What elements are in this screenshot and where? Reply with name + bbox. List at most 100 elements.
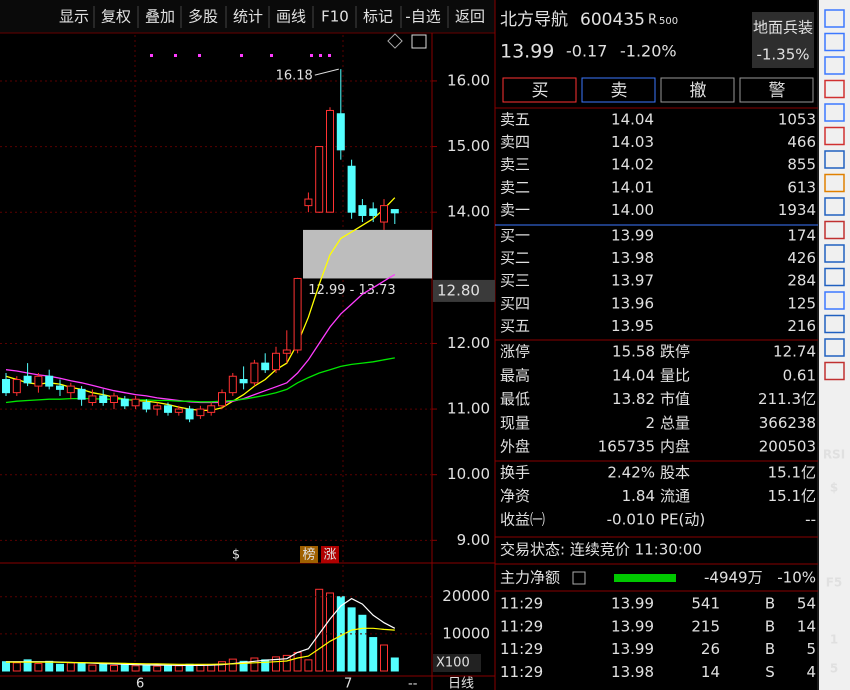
volume-bar <box>272 656 280 672</box>
sidebar-icon[interactable] <box>824 244 845 263</box>
sidebar-icon[interactable] <box>824 314 845 334</box>
volume-bar <box>12 662 21 672</box>
stat-label: 外盘 <box>500 438 530 456</box>
candle-body <box>207 405 216 413</box>
book-price: 13.97 <box>611 272 654 290</box>
stat-label: 最高 <box>500 366 530 384</box>
toolbar-item[interactable]: 标记 <box>363 8 393 26</box>
toolbar-item[interactable]: F10 <box>321 8 349 26</box>
stat-value: 1.84 <box>622 487 655 505</box>
gap-box <box>303 229 432 279</box>
stat-value: 366238 <box>759 414 816 432</box>
stat-label: 市值 <box>660 390 690 408</box>
trade-price: 13.98 <box>611 663 654 681</box>
toolbar-item[interactable]: 显示 <box>59 8 89 26</box>
book-volume: 466 <box>787 133 816 151</box>
trade-button-label[interactable]: 警 <box>769 81 786 101</box>
stat-value: 211.3亿 <box>758 390 816 408</box>
flow-label: 主力净额 <box>500 569 560 587</box>
candle-body <box>164 405 172 413</box>
stat-label: 涨停 <box>500 343 530 361</box>
candle-body <box>261 362 270 371</box>
book-volume: 216 <box>787 317 816 335</box>
book-label: 买二 <box>500 249 530 267</box>
stat-label: 总量 <box>660 414 690 432</box>
sidebar-icon[interactable] <box>824 291 845 310</box>
flow-icon[interactable] <box>572 571 586 585</box>
candle-body <box>2 379 10 394</box>
stat-value: 200503 <box>759 438 816 456</box>
toolbar-item[interactable]: -自选 <box>405 8 440 26</box>
volume-bar <box>390 657 399 672</box>
sidebar-icon[interactable] <box>824 126 845 146</box>
toolbar-item[interactable]: 多股 <box>188 8 218 26</box>
alert-button[interactable] <box>739 77 814 103</box>
marker-dot <box>240 54 243 57</box>
trade-status: 交易状态: 连续竞价 11:30:00 <box>500 541 702 559</box>
period[interactable]: 日线 <box>448 677 474 690</box>
stat-value: 2 <box>645 414 655 432</box>
toolbar-item[interactable]: 叠加 <box>145 8 175 26</box>
sidebar-icon[interactable] <box>824 197 845 216</box>
sidebar-label[interactable]: RSI <box>823 448 845 462</box>
cancel-button[interactable] <box>660 77 735 103</box>
buy-button[interactable] <box>502 77 577 103</box>
trade-button-label[interactable]: 卖 <box>611 81 628 101</box>
candle-body <box>196 408 205 417</box>
toolbar-item[interactable]: 复权 <box>101 8 131 26</box>
volume-bar <box>66 662 75 672</box>
trade-price: 13.99 <box>611 640 654 658</box>
icon-window[interactable] <box>411 34 427 49</box>
candle-body <box>23 375 32 384</box>
sidebar-label[interactable]: 1 <box>830 633 838 647</box>
stat-value: 15.58 <box>612 343 655 361</box>
toolbar-item[interactable]: 画线 <box>276 8 306 26</box>
sidebar-label[interactable]: 5 <box>830 662 838 676</box>
trade-time: 11:29 <box>500 617 543 635</box>
toolbar-item[interactable]: 统计 <box>233 8 263 26</box>
sidebar-label[interactable]: $ <box>830 481 838 495</box>
book-price: 14.00 <box>611 201 654 219</box>
book-volume: 1053 <box>778 111 816 129</box>
sidebar-icon[interactable] <box>824 267 845 287</box>
corner: -- <box>408 677 418 690</box>
trade-side: B <box>765 595 775 613</box>
trade-price: 13.99 <box>611 617 654 635</box>
sell-button[interactable] <box>581 77 656 103</box>
trade-button-label[interactable]: 撤 <box>690 81 707 101</box>
sidebar-icon[interactable] <box>824 220 845 240</box>
volume-bar <box>131 665 140 672</box>
sidebar-icon[interactable] <box>824 32 845 52</box>
toolbar-item[interactable]: 返回 <box>455 8 485 26</box>
current-box <box>433 279 495 302</box>
book-label: 买一 <box>500 227 530 245</box>
badge-r: R <box>648 13 657 28</box>
price: 13.99 <box>500 41 554 63</box>
sidebar-icon[interactable] <box>824 338 845 357</box>
trade-button-label[interactable]: 买 <box>532 81 549 101</box>
candle-body <box>282 349 291 354</box>
sidebar-icon[interactable] <box>824 103 845 122</box>
ma-line <box>5 273 396 404</box>
sector[interactable]: 地面兵装 <box>753 19 813 37</box>
sidebar-icon[interactable] <box>824 79 845 99</box>
y-tick-label: 15.00 <box>447 137 490 155</box>
sidebar-icon[interactable] <box>824 150 845 169</box>
icon-diamond[interactable] <box>387 33 403 49</box>
sidebar-icon[interactable] <box>824 9 845 28</box>
volume-bar <box>88 664 97 672</box>
stat-value: -- <box>805 511 816 529</box>
candle-body <box>347 165 356 213</box>
sidebar-icon[interactable] <box>824 173 845 193</box>
stat-value: 165735 <box>598 438 655 456</box>
sidebar-label[interactable]: F5 <box>826 576 843 590</box>
sector-box[interactable] <box>752 12 814 68</box>
volume-bar <box>56 663 64 672</box>
candle-body <box>174 408 183 413</box>
sidebar-icon[interactable] <box>824 361 845 381</box>
sidebar-icon[interactable] <box>824 56 845 75</box>
book-price: 14.02 <box>611 156 654 174</box>
sector-pct: -1.35% <box>756 46 809 64</box>
book-label: 卖一 <box>500 201 530 219</box>
